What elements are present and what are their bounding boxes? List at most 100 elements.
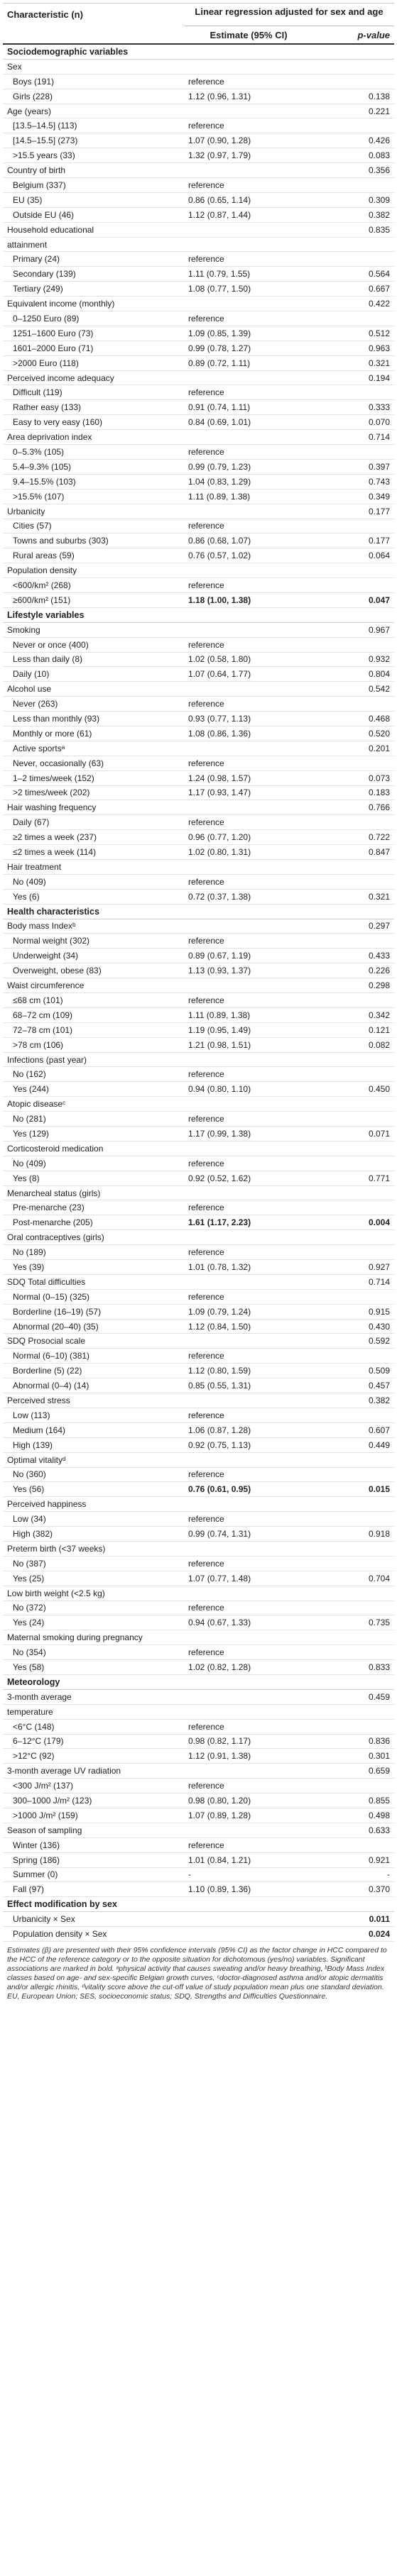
characteristic-header: Characteristic (n) bbox=[7, 9, 83, 20]
table-row: 3-month average UV radiation 0.659 bbox=[3, 1764, 394, 1779]
row-label: Rural areas (59) bbox=[13, 551, 75, 561]
row-label: Low birth weight (<2.5 kg) bbox=[7, 1588, 105, 1598]
row-label: Tertiary (249) bbox=[13, 284, 63, 294]
row-pvalue: 0.430 bbox=[368, 1321, 390, 1332]
row-estimate: 1.12 (0.91, 1.38) bbox=[188, 1751, 251, 1762]
row-pvalue: 0.836 bbox=[368, 1736, 390, 1747]
row-pvalue: 0.520 bbox=[368, 728, 390, 739]
row-estimate: reference bbox=[188, 1558, 224, 1569]
row-label: Primary (24) bbox=[13, 254, 60, 265]
pvalue-header: p-value bbox=[357, 29, 390, 40]
table-row: Sex bbox=[3, 60, 394, 74]
row-estimate: reference bbox=[188, 1291, 224, 1302]
row-pvalue: 0.509 bbox=[368, 1366, 390, 1376]
row-label: 300–1000 J/m² (123) bbox=[13, 1796, 92, 1806]
row-estimate: 1.17 (0.93, 1.47) bbox=[188, 787, 251, 798]
row-label: Menarcheal status (girls) bbox=[7, 1188, 101, 1198]
row-pvalue: 0.356 bbox=[368, 165, 390, 176]
row-pvalue: 0.967 bbox=[368, 624, 390, 635]
row-pvalue: 0.073 bbox=[368, 773, 390, 783]
row-estimate: reference bbox=[188, 1721, 224, 1732]
row-pvalue: 0.349 bbox=[368, 491, 390, 502]
row-label: Waist circumference bbox=[7, 980, 85, 991]
row-estimate: 0.98 (0.80, 1.20) bbox=[188, 1796, 251, 1806]
table-row: EU (35) 0.86 (0.65, 1.14) 0.309 bbox=[3, 193, 394, 208]
table-row: Easy to very easy (160) 0.84 (0.69, 1.01)… bbox=[3, 415, 394, 431]
row-pvalue: 0.804 bbox=[368, 669, 390, 680]
row-label: ≤2 times a week (114) bbox=[13, 847, 97, 858]
row-estimate: 1.17 (0.99, 1.38) bbox=[188, 1128, 251, 1139]
row-label: [14.5–15.5] (273) bbox=[13, 136, 78, 146]
row-label: Alcohol use bbox=[7, 684, 52, 695]
row-label: Urbanicity × Sex bbox=[13, 1914, 75, 1925]
row-estimate: reference bbox=[188, 1840, 224, 1850]
row-label: Normal weight (302) bbox=[13, 936, 90, 946]
row-label: 5.4–9.3% (105) bbox=[13, 461, 72, 472]
row-pvalue: 0.915 bbox=[368, 1306, 390, 1317]
table-row: Normal (0–15) (325) reference bbox=[3, 1290, 394, 1305]
row-label: Maternal smoking during pregnancy bbox=[7, 1632, 143, 1643]
row-pvalue: 0.468 bbox=[368, 714, 390, 724]
row-label: Perceived income adequacy bbox=[7, 372, 114, 383]
row-label: No (372) bbox=[13, 1603, 46, 1613]
row-label: Urbanicity bbox=[7, 506, 45, 516]
row-estimate: reference bbox=[188, 76, 224, 87]
table-row: >2000 Euro (118) 0.89 (0.72, 1.11) 0.321 bbox=[3, 356, 394, 371]
row-label: SDQ Total difficulties bbox=[7, 1276, 86, 1287]
section-row: Meteorology bbox=[3, 1675, 394, 1690]
table-row: 3-month average 0.459 bbox=[3, 1690, 394, 1705]
table-row: Rather easy (133) 0.91 (0.74, 1.11) 0.333 bbox=[3, 400, 394, 416]
row-estimate: 1.12 (0.84, 1.50) bbox=[188, 1321, 251, 1332]
row-label: Effect modification by sex bbox=[7, 1899, 117, 1910]
table-row: Abnormal (20–40) (35) 1.12 (0.84, 1.50) 0.… bbox=[3, 1320, 394, 1334]
row-label: Low (113) bbox=[13, 1410, 50, 1420]
row-label: ≥600/km² (151) bbox=[13, 595, 71, 605]
table-row: Primary (24) reference bbox=[3, 252, 394, 267]
row-label: ≤68 cm (101) bbox=[13, 995, 63, 1005]
table-row: >1000 J/m² (159) 1.07 (0.89, 1.28) 0.498 bbox=[3, 1808, 394, 1823]
row-label: Perceived happiness bbox=[7, 1499, 87, 1510]
row-pvalue: 0.735 bbox=[368, 1618, 390, 1628]
table-row: Pre-menarche (23) reference bbox=[3, 1200, 394, 1216]
row-pvalue: 0.542 bbox=[368, 684, 390, 695]
row-pvalue: 0.309 bbox=[368, 194, 390, 205]
table-row: Hair washing frequency 0.766 bbox=[3, 800, 394, 816]
table-row: Less than monthly (93) 0.93 (0.77, 1.13) 0… bbox=[3, 712, 394, 726]
row-label: Sociodemographic variables bbox=[7, 46, 129, 57]
table-row: Household educational 0.835 bbox=[3, 223, 394, 238]
table-row: >2 times/week (202) 1.17 (0.93, 1.47) 0.18… bbox=[3, 786, 394, 801]
table-row: attainment bbox=[3, 238, 394, 253]
row-estimate: 0.89 (0.67, 1.19) bbox=[188, 951, 251, 961]
row-pvalue: 0.855 bbox=[368, 1796, 390, 1806]
row-label: No (189) bbox=[13, 1247, 46, 1258]
row-estimate: 0.86 (0.65, 1.14) bbox=[188, 194, 251, 205]
table-row: <300 J/m² (137) reference bbox=[3, 1779, 394, 1794]
section-row: Sociodemographic variables bbox=[3, 45, 394, 60]
row-estimate: 1.07 (0.89, 1.28) bbox=[188, 1810, 251, 1820]
table-row: Less than daily (8) 1.02 (0.58, 1.80) 0.93… bbox=[3, 653, 394, 668]
row-estimate: 1.06 (0.87, 1.28) bbox=[188, 1425, 251, 1435]
row-label: 0–5.3% (105) bbox=[13, 446, 65, 457]
row-label: Medium (164) bbox=[13, 1425, 66, 1435]
row-label: No (409) bbox=[13, 1158, 46, 1168]
table-body: Sociodemographic variables Sex Boys (191) r… bbox=[3, 45, 394, 1942]
row-pvalue: 0.771 bbox=[368, 1173, 390, 1183]
table-row: Oral contraceptives (girls) bbox=[3, 1230, 394, 1246]
row-estimate: reference bbox=[188, 121, 224, 131]
row-estimate: 0.91 (0.74, 1.11) bbox=[188, 402, 251, 413]
table-row: [14.5–15.5] (273) 1.07 (0.90, 1.28) 0.426 bbox=[3, 133, 394, 149]
row-label: Smoking bbox=[7, 624, 40, 635]
row-label: <300 J/m² (137) bbox=[13, 1781, 74, 1791]
row-label: Oral contraceptives (girls) bbox=[7, 1232, 104, 1243]
table-row: ≤68 cm (101) reference bbox=[3, 993, 394, 1008]
row-label: temperature bbox=[7, 1706, 53, 1717]
row-pvalue: - bbox=[387, 1869, 390, 1880]
table-row: High (382) 0.99 (0.74, 1.31) 0.918 bbox=[3, 1527, 394, 1542]
row-pvalue: 0.426 bbox=[368, 136, 390, 146]
row-pvalue: 0.449 bbox=[368, 1439, 390, 1450]
table-footnote: Estimates (β) are presented with their 9… bbox=[7, 1946, 387, 2001]
model-header: Linear regression adjusted for sex and a… bbox=[184, 4, 394, 26]
table-row: No (281) reference bbox=[3, 1112, 394, 1127]
table-row: 1601–2000 Euro (71) 0.99 (0.78, 1.27) 0.96… bbox=[3, 341, 394, 356]
row-label: Yes (8) bbox=[13, 1173, 40, 1183]
